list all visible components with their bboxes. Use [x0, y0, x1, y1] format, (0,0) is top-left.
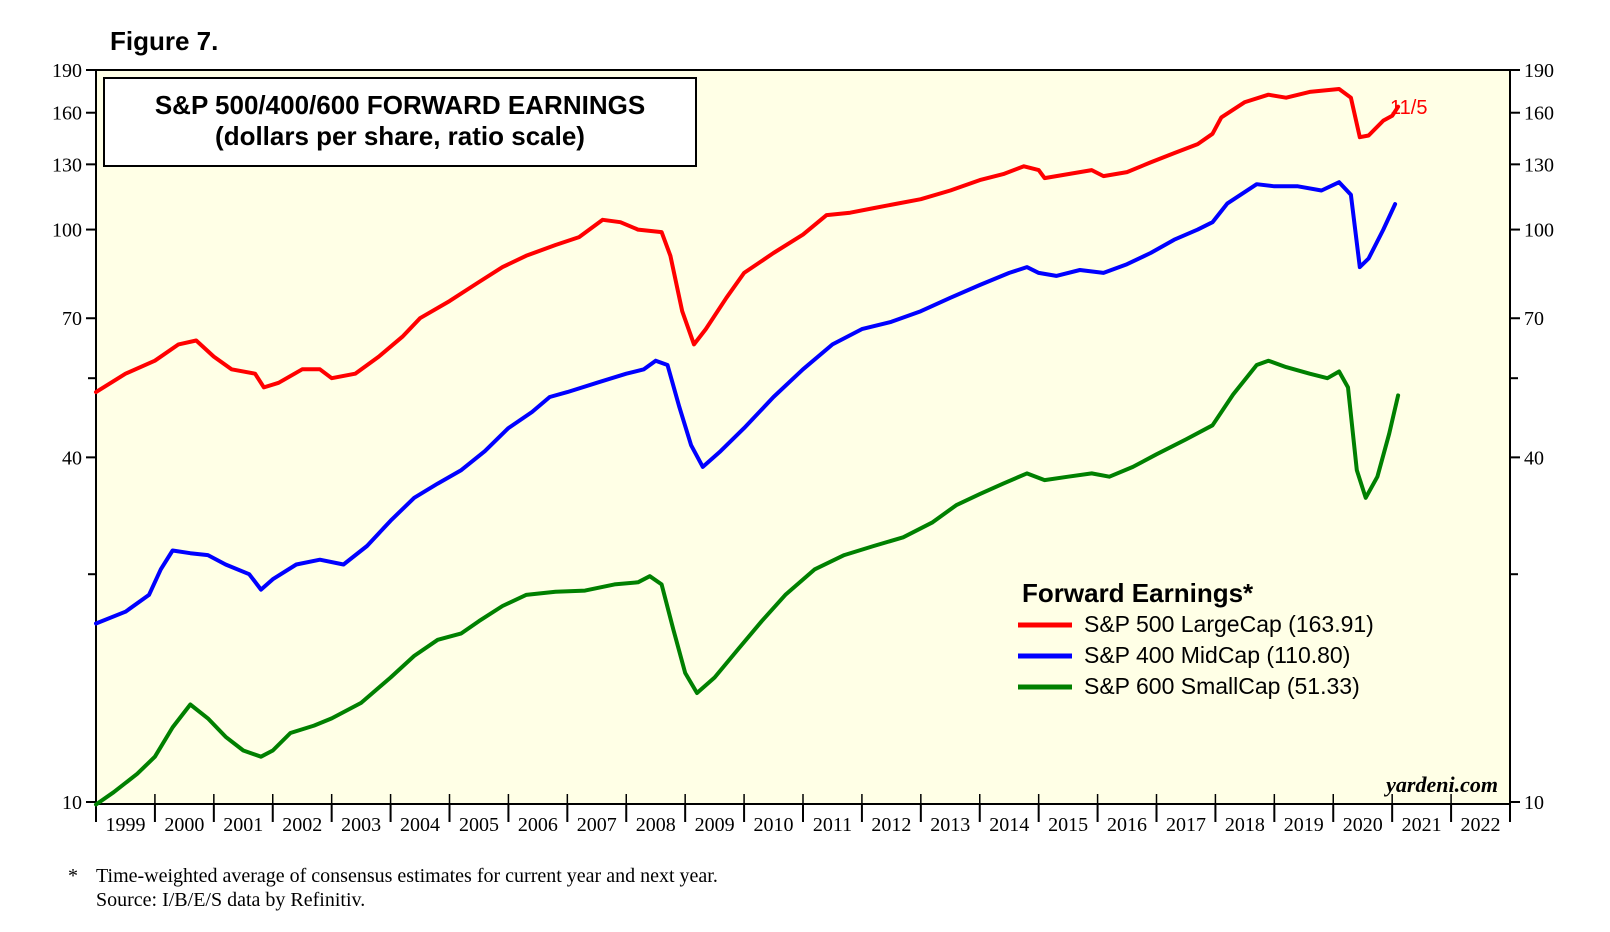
legend: Forward Earnings* S&P 500 LargeCap (163.… [1018, 578, 1374, 699]
figure-label: Figure 7. [110, 26, 219, 56]
chart-subtitle: (dollars per share, ratio scale) [215, 121, 585, 151]
x-tick-label: 2004 [400, 814, 440, 836]
x-tick-label: 2011 [813, 814, 852, 836]
y-tick-label-right: 130 [1524, 154, 1554, 176]
x-tick-label: 2010 [754, 814, 794, 836]
x-tick-label: 2018 [1225, 814, 1265, 836]
annotation-date: 11/5 [1390, 97, 1427, 119]
y-tick-label-left: 40 [62, 447, 82, 469]
footnote-line-2: Source: I/B/E/S data by Refinitiv. [68, 888, 718, 912]
y-tick-label-left: 190 [52, 60, 82, 82]
footnote-line-1: * Time-weighted average of consensus esti… [68, 864, 718, 888]
y-tick-label-left: 100 [52, 220, 82, 242]
x-axis: 1999 2000 2001 2002 2003 2004 2005 2006 2007 2008… [95, 794, 1511, 836]
x-tick-label: 2015 [1048, 814, 1088, 836]
x-tick-label: 2014 [989, 814, 1029, 836]
series-line-3 [94, 358, 1401, 807]
y-tick-label-right: 70 [1524, 308, 1544, 330]
y-tick-label-right: 40 [1524, 447, 1544, 469]
series-layer [94, 87, 1401, 807]
x-tick-label: 2013 [930, 814, 970, 836]
watermark: yardeni.com [1383, 772, 1498, 797]
x-tick-label: 2006 [518, 814, 558, 836]
x-tick-label: 2009 [695, 814, 735, 836]
series-line-2 [94, 180, 1398, 626]
chart: 10 40 70 100 130 160 190 10 40 70 100 130 160 190 19… [52, 60, 1554, 836]
y-tick-label-left: 70 [62, 308, 82, 330]
chart-title: S&P 500/400/600 FORWARD EARNINGS [155, 90, 645, 120]
x-tick-label: 2003 [341, 814, 381, 836]
x-tick-label: 2007 [577, 814, 617, 836]
y-tick-label-left: 130 [52, 154, 82, 176]
x-tick-label: 2005 [459, 814, 499, 836]
y-tick-label-left: 10 [62, 792, 82, 814]
x-tick-label: 2000 [164, 814, 204, 836]
x-tick-label: 2019 [1284, 814, 1324, 836]
x-tick-label: 2022 [1461, 814, 1501, 836]
right-y-axis: 10 40 70 100 130 160 190 [1510, 60, 1554, 814]
legend-label-1: S&P 500 LargeCap (163.91) [1084, 611, 1374, 637]
legend-label-3: S&P 600 SmallCap (51.33) [1084, 673, 1360, 699]
footnote-text-2: Source: I/B/E/S data by Refinitiv. [96, 889, 366, 911]
x-tick-label: 2020 [1343, 814, 1383, 836]
x-tick-label: 2021 [1402, 814, 1442, 836]
left-y-axis: 10 40 70 100 130 160 190 [52, 60, 96, 814]
y-tick-label-right: 10 [1524, 792, 1544, 814]
footnote-text-1: Time-weighted average of consensus estim… [96, 865, 718, 887]
legend-title: Forward Earnings* [1022, 578, 1254, 608]
y-tick-label-right: 100 [1524, 220, 1554, 242]
y-tick-label-left: 160 [52, 103, 82, 125]
legend-label-2: S&P 400 MidCap (110.80) [1084, 642, 1350, 668]
x-tick-label: 2008 [636, 814, 676, 836]
x-tick-label: 2001 [223, 814, 263, 836]
footnote: * Time-weighted average of consensus esti… [68, 864, 718, 912]
x-tick-label: 2017 [1166, 814, 1206, 836]
footnote-marker: * [68, 865, 78, 887]
x-tick-label: 1999 [105, 814, 145, 836]
series-line-1 [94, 87, 1401, 395]
y-tick-label-right: 160 [1524, 103, 1554, 125]
plot-background [95, 69, 1511, 805]
x-tick-label: 2002 [282, 814, 322, 836]
x-tick-label: 2016 [1107, 814, 1147, 836]
x-tick-label: 2012 [871, 814, 911, 836]
title-box: S&P 500/400/600 FORWARD EARNINGS (dollar… [103, 77, 697, 167]
y-tick-label-right: 190 [1524, 60, 1554, 82]
